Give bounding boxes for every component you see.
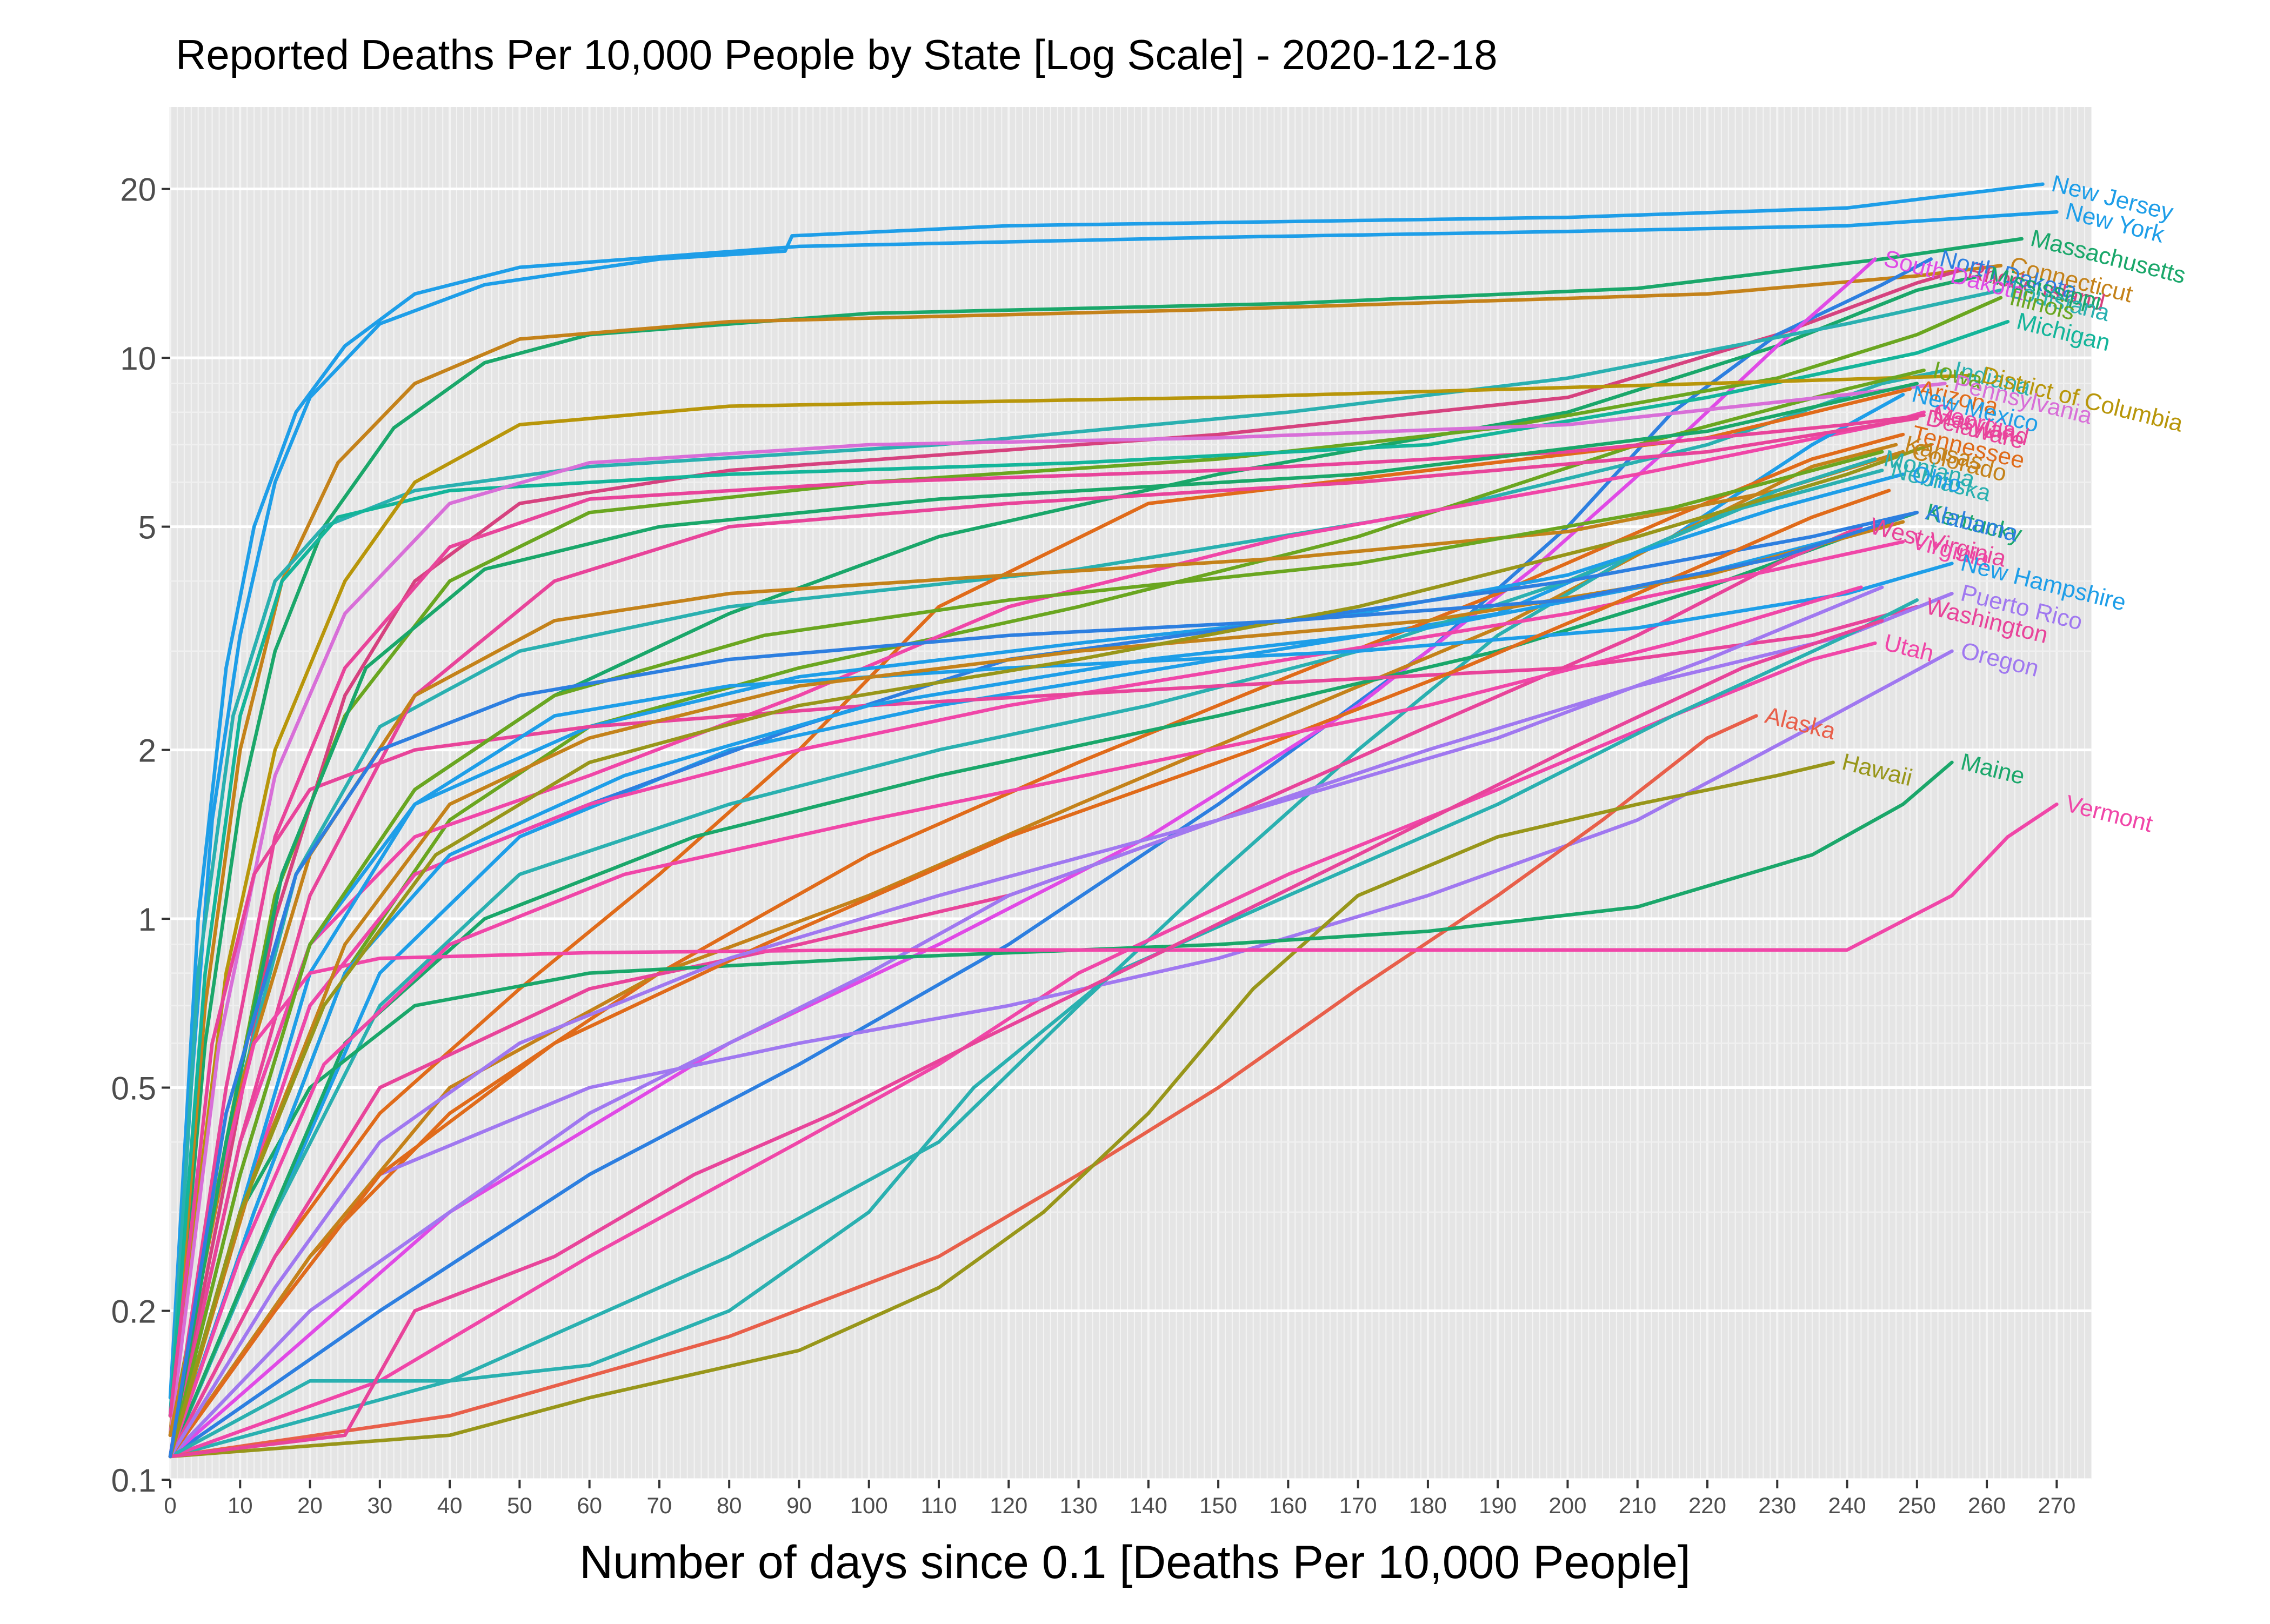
x-tick-label: 150	[1199, 1493, 1237, 1518]
x-tick-label: 0	[164, 1493, 176, 1518]
x-tick-label: 120	[990, 1493, 1027, 1518]
x-tick-label: 20	[297, 1493, 323, 1518]
series-line-maryland	[168, 413, 1926, 1459]
series-line-unlabeled-44	[168, 585, 1884, 1459]
series-line-ohio	[168, 472, 1905, 1459]
series-line-new-york	[168, 210, 2059, 1400]
series-line-delaware	[168, 416, 1919, 1459]
series-line-unlabeled-42	[168, 489, 1891, 1459]
y-tick-label: 5	[138, 510, 156, 546]
y-tick-label: 1	[138, 901, 156, 938]
series-line-colorado	[168, 450, 1905, 1438]
x-tick-label: 140	[1130, 1493, 1167, 1518]
x-tick-label: 40	[437, 1493, 463, 1518]
series-line-washington	[168, 605, 1919, 1418]
x-tick-label: 180	[1409, 1493, 1447, 1518]
x-tick-label: 160	[1269, 1493, 1307, 1518]
series-line-unlabeled-49	[168, 515, 1905, 1459]
series-line-new-jersey	[168, 182, 2045, 1418]
series-line-district-of-columbia	[168, 373, 1975, 1418]
x-tick-label: 220	[1688, 1493, 1726, 1518]
x-tick-label: 130	[1060, 1493, 1098, 1518]
x-tick-label: 50	[507, 1493, 532, 1518]
x-tick-label: 200	[1548, 1493, 1586, 1518]
series-line-hawaii	[168, 760, 1835, 1459]
series-line-unlabeled-43	[168, 598, 1919, 1459]
y-tick-label: 2	[138, 733, 156, 769]
x-tick-label: 70	[647, 1493, 672, 1518]
x-tick-label: 240	[1828, 1493, 1866, 1518]
series-line-oregon	[168, 649, 1954, 1459]
chart-title: Reported Deaths Per 10,000 People by Sta…	[176, 31, 1498, 78]
series-line-unlabeled-45	[168, 585, 1863, 1459]
y-tick-label: 10	[120, 340, 156, 377]
series-line-unlabeled-48	[168, 443, 1933, 1459]
series-line-massachusetts	[168, 237, 2024, 1438]
x-axis-label: Number of days since 0.1 [Deaths Per 10,…	[579, 1536, 1691, 1588]
x-tick-label: 30	[367, 1493, 392, 1518]
series-line-new-hampshire	[168, 562, 1954, 1459]
x-tick-label: 210	[1619, 1493, 1657, 1518]
series-line-unlabeled-47	[168, 619, 1884, 1459]
y-tick-label: 0.5	[111, 1071, 156, 1107]
series-line-pennsylvania	[168, 382, 1947, 1438]
series-line-vermont	[168, 802, 2059, 1459]
x-tick-label: 270	[2038, 1493, 2075, 1518]
x-tick-label: 80	[717, 1493, 742, 1518]
x-tick-label: 190	[1479, 1493, 1517, 1518]
x-tick-label: 170	[1339, 1493, 1377, 1518]
series-line-illinois	[168, 296, 2003, 1438]
series-line-unlabeled-40	[168, 450, 1884, 1459]
y-tick-label: 0.2	[111, 1294, 156, 1330]
series-line-unlabeled-39	[168, 382, 1919, 1459]
series-line-connecticut	[168, 264, 2003, 1438]
x-tick-label: 260	[1968, 1493, 2006, 1518]
x-tick-label: 90	[786, 1493, 812, 1518]
series-line-alaska	[168, 714, 1758, 1459]
series-line-nebraska	[168, 469, 1884, 1459]
x-tick-label: 250	[1898, 1493, 1936, 1518]
series-line-michigan	[168, 319, 2010, 1418]
series-line-rhode-island	[168, 269, 1961, 1459]
x-tick-label: 230	[1758, 1493, 1796, 1518]
x-tick-label: 10	[228, 1493, 253, 1518]
x-tick-label: 60	[577, 1493, 602, 1518]
y-tick-label: 20	[120, 172, 156, 208]
x-tick-label: 110	[921, 1493, 957, 1518]
series-line-louisiana	[168, 288, 2003, 1418]
series-line-utah	[168, 641, 1877, 1459]
y-tick-label: 0.1	[111, 1462, 156, 1499]
x-tick-label: 100	[850, 1493, 888, 1518]
